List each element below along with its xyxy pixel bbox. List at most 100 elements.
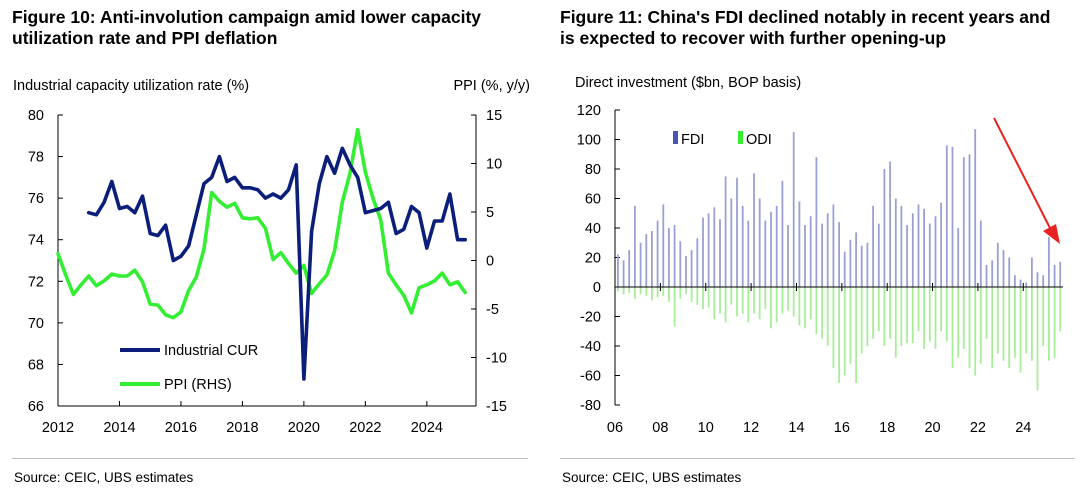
legend-cur-label: Industrial CUR <box>164 343 258 359</box>
odi-bar <box>685 287 687 295</box>
odi-bar <box>1002 287 1005 361</box>
legend-ppi-label: PPI (RHS) <box>164 377 232 393</box>
odi-bar <box>741 287 744 314</box>
fdi-bar <box>979 220 982 287</box>
odi-bar <box>690 287 693 302</box>
y-tick-label: 40 <box>585 221 601 237</box>
right-tick-label: -5 <box>486 302 499 318</box>
fdi-bar <box>775 205 778 287</box>
odi-bar <box>696 287 699 305</box>
fdi-bar <box>815 157 818 287</box>
fdi-bar <box>1042 275 1045 287</box>
x-tick-label: 24 <box>1015 420 1031 436</box>
x-tick-label: 22 <box>970 420 986 436</box>
fdi-bar <box>617 254 619 287</box>
fdi-bar <box>1036 272 1039 288</box>
fdi-bar <box>719 219 721 287</box>
odi-bar <box>923 287 925 349</box>
odi-bar <box>968 287 971 369</box>
figure-10-panel: Figure 10: Anti-involution campaign amid… <box>12 7 530 485</box>
y-tick-label: 120 <box>577 103 601 119</box>
fdi-bar <box>792 132 795 287</box>
source-divider <box>560 458 1075 459</box>
fdi-bar <box>1025 282 1028 287</box>
right-tick-label: -15 <box>486 399 507 415</box>
fdi-bar <box>832 204 835 287</box>
x-tick-label: 2022 <box>349 420 381 436</box>
left-tick-label: 66 <box>28 399 44 415</box>
fdi-bar <box>764 220 767 287</box>
fdi-bar <box>696 238 699 287</box>
fdi-bar <box>639 242 642 288</box>
right-tick-label: 0 <box>486 254 494 270</box>
fdi-bar <box>702 217 704 287</box>
figure-10-title: Figure 10: Anti-involution campaign amid… <box>12 7 482 48</box>
figure-10-source: Source: CEIC, UBS estimates <box>14 470 194 485</box>
fdi-bar <box>940 202 942 287</box>
odi-bar <box>996 287 999 354</box>
odi-bar <box>951 287 954 369</box>
fdi-bar <box>962 157 965 287</box>
fdi-bar <box>787 225 789 287</box>
fdi-bar <box>1059 261 1062 287</box>
fdi-bar <box>679 241 682 287</box>
fdi-bar <box>634 205 636 287</box>
fdi-bar <box>747 220 750 287</box>
odi-bar <box>730 287 733 305</box>
y-tick-label: 0 <box>593 280 601 296</box>
x-tick-label: 20 <box>924 420 940 436</box>
x-tick-label: 2012 <box>42 420 74 436</box>
odi-bar <box>866 287 869 346</box>
odi-bar <box>622 287 625 295</box>
y-tick-label: 60 <box>585 192 601 208</box>
fdi-bar <box>1019 279 1022 287</box>
right-tick-label: 15 <box>486 108 502 124</box>
odi-bar <box>957 287 960 358</box>
figure-11-source: Source: CEIC, UBS estimates <box>562 470 742 485</box>
right-tick-label: -10 <box>486 351 507 367</box>
legend-fdi-swatch <box>673 131 678 144</box>
fdi-bar <box>707 213 710 288</box>
odi-bar <box>724 287 727 323</box>
ppi-line <box>56 127 467 320</box>
y-tick-label: -20 <box>580 310 601 326</box>
odi-bar <box>815 287 818 335</box>
x-tick-label: 2020 <box>288 420 320 436</box>
fdi-bar <box>758 198 761 287</box>
odi-bar <box>628 287 631 293</box>
fdi-bar <box>974 129 977 287</box>
odi-bar <box>707 287 710 308</box>
odi-bar <box>764 287 767 310</box>
right-tick-label: 5 <box>486 205 494 221</box>
left-tick-label: 80 <box>28 108 44 124</box>
y-axis-title: Direct investment ($bn, BOP basis) <box>575 75 801 91</box>
odi-bar <box>634 287 636 299</box>
odi-bar <box>1025 287 1028 354</box>
fdi-bar <box>928 223 931 287</box>
fdi-bar <box>889 161 891 287</box>
odi-bar <box>747 287 750 323</box>
odi-bar <box>1036 287 1039 391</box>
odi-bar <box>651 287 653 301</box>
y-tick-label: -40 <box>580 339 601 355</box>
left-tick-label: 72 <box>28 274 44 290</box>
fdi-bar <box>917 204 920 287</box>
fdi-bar <box>855 232 857 287</box>
fdi-bar <box>877 223 880 287</box>
fdi-bar <box>809 216 812 287</box>
y-tick-label: -60 <box>580 369 601 385</box>
fdi-bar <box>849 239 852 287</box>
odi-bar <box>979 287 982 364</box>
odi-bar <box>662 287 665 296</box>
fdi-bar <box>645 233 648 287</box>
fdi-bar <box>656 220 659 287</box>
odi-bar <box>849 287 852 364</box>
odi-bar <box>877 287 880 332</box>
right-tick-label: 10 <box>486 157 502 173</box>
fdi-bar <box>996 242 999 288</box>
odi-bar <box>872 287 874 339</box>
odi-bar <box>889 287 891 339</box>
source-divider <box>12 458 528 459</box>
odi-bar <box>804 287 806 329</box>
odi-bar <box>1059 287 1062 332</box>
